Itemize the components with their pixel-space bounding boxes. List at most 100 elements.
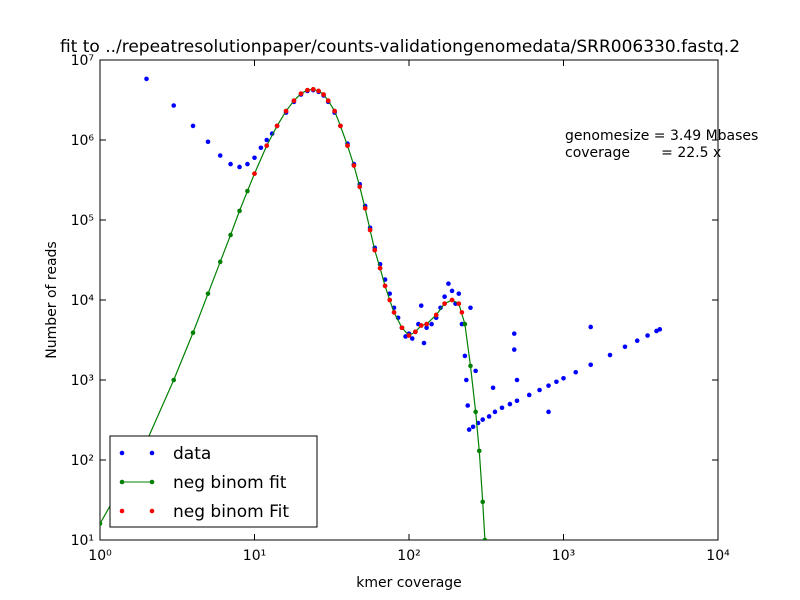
data-point [264, 137, 270, 143]
data-point [480, 417, 486, 422]
legend-marker [119, 508, 125, 514]
data-point [456, 291, 462, 296]
data-point [245, 188, 250, 194]
data-point [486, 414, 492, 419]
data-point [387, 297, 392, 303]
y-tick-label: 10³ [71, 373, 94, 389]
data-point [237, 164, 242, 170]
data-point [470, 424, 476, 430]
data-point [367, 227, 373, 233]
chart-title: fit to ../repeatresolutionpaper/counts-v… [60, 37, 740, 57]
legend-marker [119, 479, 125, 485]
data-point [607, 352, 613, 358]
data-point [433, 312, 439, 318]
y-tick-label: 10¹ [71, 533, 94, 549]
data-point [252, 171, 257, 176]
data-point [217, 153, 223, 158]
data-point [217, 259, 223, 265]
data-point [171, 377, 177, 383]
data-point [462, 353, 468, 359]
y-tick-label: 10⁷ [71, 53, 94, 69]
y-tick-label: 10⁶ [71, 133, 95, 149]
data-point [345, 143, 350, 148]
data-point [634, 338, 640, 343]
y-axis-label: Number of reads [44, 241, 60, 358]
data-point [511, 331, 517, 336]
data-point [283, 108, 289, 114]
data-point [316, 88, 321, 94]
data-point [492, 409, 498, 415]
y-tick-label: 10⁴ [71, 293, 95, 309]
data-point [264, 143, 270, 148]
data-point [205, 139, 211, 145]
data-point [382, 283, 388, 289]
data-point [468, 305, 473, 311]
data-point [190, 330, 196, 336]
data-point [237, 208, 242, 214]
data-point [466, 427, 472, 432]
data-point [391, 310, 397, 315]
data-point [321, 92, 326, 97]
data-point [449, 297, 455, 303]
data-point [310, 87, 316, 92]
data-point [274, 123, 280, 129]
data-point [171, 103, 177, 108]
x-tick-label: 10³ [552, 548, 575, 564]
data-point [424, 321, 429, 327]
data-point [459, 310, 465, 315]
legend-label: neg binom Fit [173, 502, 289, 522]
data-point [465, 403, 471, 408]
legend-label: data [173, 444, 211, 464]
data-point [351, 163, 357, 168]
legend-marker [149, 508, 155, 514]
data-point [100, 521, 103, 526]
data-point [228, 161, 233, 167]
data-point [418, 323, 424, 328]
data-point [421, 340, 427, 346]
data-point [406, 333, 412, 338]
data-point [507, 401, 513, 407]
data-point [372, 247, 378, 253]
data-point [473, 368, 478, 374]
data-point [526, 392, 532, 398]
x-tick-label: 10² [397, 548, 420, 564]
data-point [252, 155, 257, 161]
data-point [537, 387, 542, 393]
data-point [554, 379, 559, 385]
data-point [357, 184, 363, 190]
data-point [413, 329, 418, 335]
data-point [377, 265, 383, 271]
data-point [514, 398, 520, 404]
x-tick-label: 10⁴ [706, 548, 730, 564]
legend-label: neg binom fit [173, 473, 287, 493]
x-tick-label: 10¹ [243, 548, 266, 564]
data-point [657, 327, 663, 332]
x-axis-label: kmer coverage [356, 575, 462, 591]
data-point [573, 369, 579, 375]
data-point [442, 301, 447, 306]
data-point [245, 161, 250, 167]
data-point [325, 98, 331, 103]
data-point [468, 363, 473, 369]
data-point [228, 232, 233, 238]
data-point [362, 206, 368, 211]
plot-area [100, 76, 663, 540]
data-point [511, 347, 517, 352]
data-point [490, 385, 496, 391]
legend-marker [119, 450, 125, 456]
y-tick-label: 10² [71, 453, 94, 469]
data-point [305, 87, 310, 93]
data-point [561, 376, 566, 381]
data-point [446, 281, 451, 286]
data-point [546, 383, 551, 388]
data-point [205, 291, 211, 296]
data-point [473, 409, 478, 415]
data-point [499, 405, 505, 411]
data-point [645, 333, 650, 338]
data-point [442, 294, 447, 299]
data-point [622, 344, 628, 350]
data-point [449, 288, 455, 294]
data-point [482, 537, 488, 540]
data-point [424, 325, 429, 331]
